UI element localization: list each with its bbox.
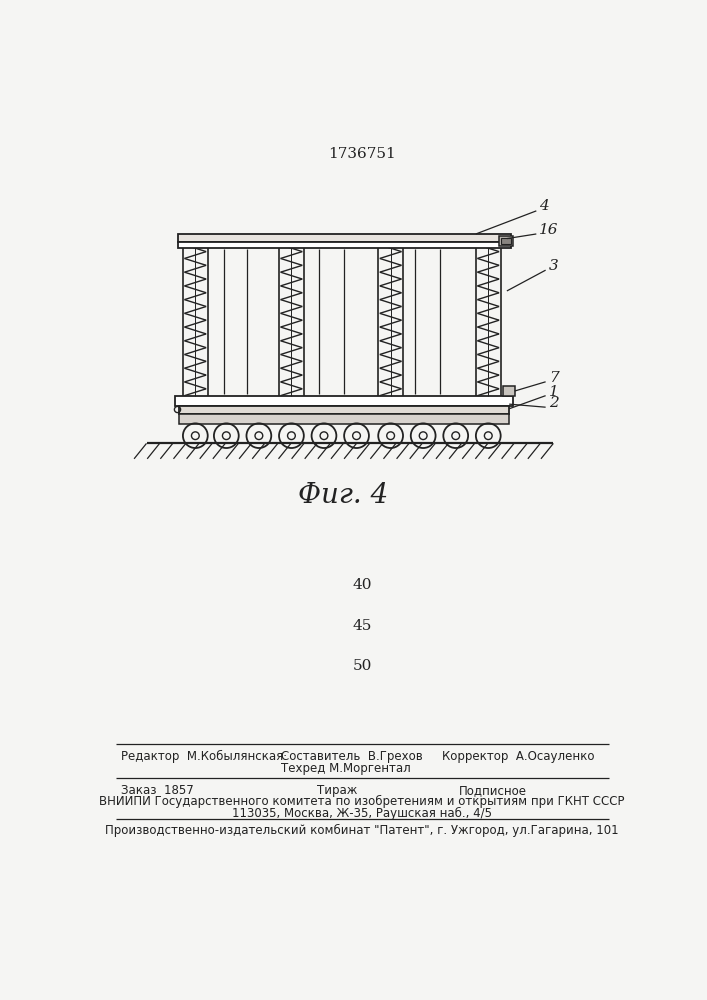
Bar	[413, 403, 433, 414]
Text: 3: 3	[549, 259, 559, 273]
Bar	[177, 234, 510, 242]
Bar	[416, 406, 430, 412]
Text: ВНИИПИ Государственного комитета по изобретениям и открытиям при ГКНТ СССР: ВНИИПИ Государственного комитета по изоб…	[99, 795, 625, 808]
Text: 4: 4	[539, 199, 549, 213]
Bar	[219, 406, 233, 412]
Text: Составитель  В.Грехов: Составитель В.Грехов	[281, 750, 422, 763]
Bar	[478, 403, 498, 414]
Bar	[185, 403, 206, 414]
Bar	[503, 386, 515, 396]
Bar	[177, 242, 510, 248]
Text: Производственно-издательский комбинат "Патент", г. Ужгород, ул.Гагарина, 101: Производственно-издательский комбинат "П…	[105, 824, 619, 837]
Bar	[349, 406, 363, 412]
Text: 1: 1	[549, 385, 559, 399]
Bar	[384, 406, 397, 412]
Bar	[175, 396, 513, 406]
Bar	[314, 403, 334, 414]
Bar	[380, 403, 401, 414]
Bar	[252, 406, 266, 412]
Text: Фиг. 4: Фиг. 4	[298, 482, 388, 509]
Bar	[445, 403, 466, 414]
Bar	[281, 403, 301, 414]
Text: Корректор  А.Осауленко: Корректор А.Осауленко	[442, 750, 595, 763]
Bar	[501, 238, 510, 244]
Text: 7: 7	[549, 371, 559, 385]
Text: Подписное: Подписное	[459, 784, 527, 797]
Text: 40: 40	[352, 578, 372, 592]
Text: 2: 2	[549, 396, 559, 410]
Text: 16: 16	[539, 223, 559, 237]
Bar	[249, 403, 269, 414]
Bar	[449, 406, 462, 412]
Bar	[346, 403, 367, 414]
Bar	[481, 406, 495, 412]
Text: Тираж: Тираж	[317, 784, 357, 797]
Text: 113035, Москва, Ж-35, Раушская наб., 4/5: 113035, Москва, Ж-35, Раушская наб., 4/5	[232, 807, 492, 820]
Bar	[188, 406, 202, 412]
Bar	[179, 414, 509, 424]
Bar	[284, 406, 298, 412]
Bar	[216, 403, 236, 414]
Text: 1736751: 1736751	[328, 147, 396, 161]
Text: 45: 45	[352, 619, 372, 633]
Text: Заказ  1857: Заказ 1857	[121, 784, 194, 797]
Text: Редактор  М.Кобылянская·: Редактор М.Кобылянская·	[121, 750, 287, 763]
Text: Техред М.Моргентал: Техред М.Моргентал	[281, 762, 410, 775]
Bar	[499, 235, 513, 246]
Bar	[179, 406, 509, 414]
Bar	[317, 406, 331, 412]
Text: 50: 50	[352, 659, 372, 673]
